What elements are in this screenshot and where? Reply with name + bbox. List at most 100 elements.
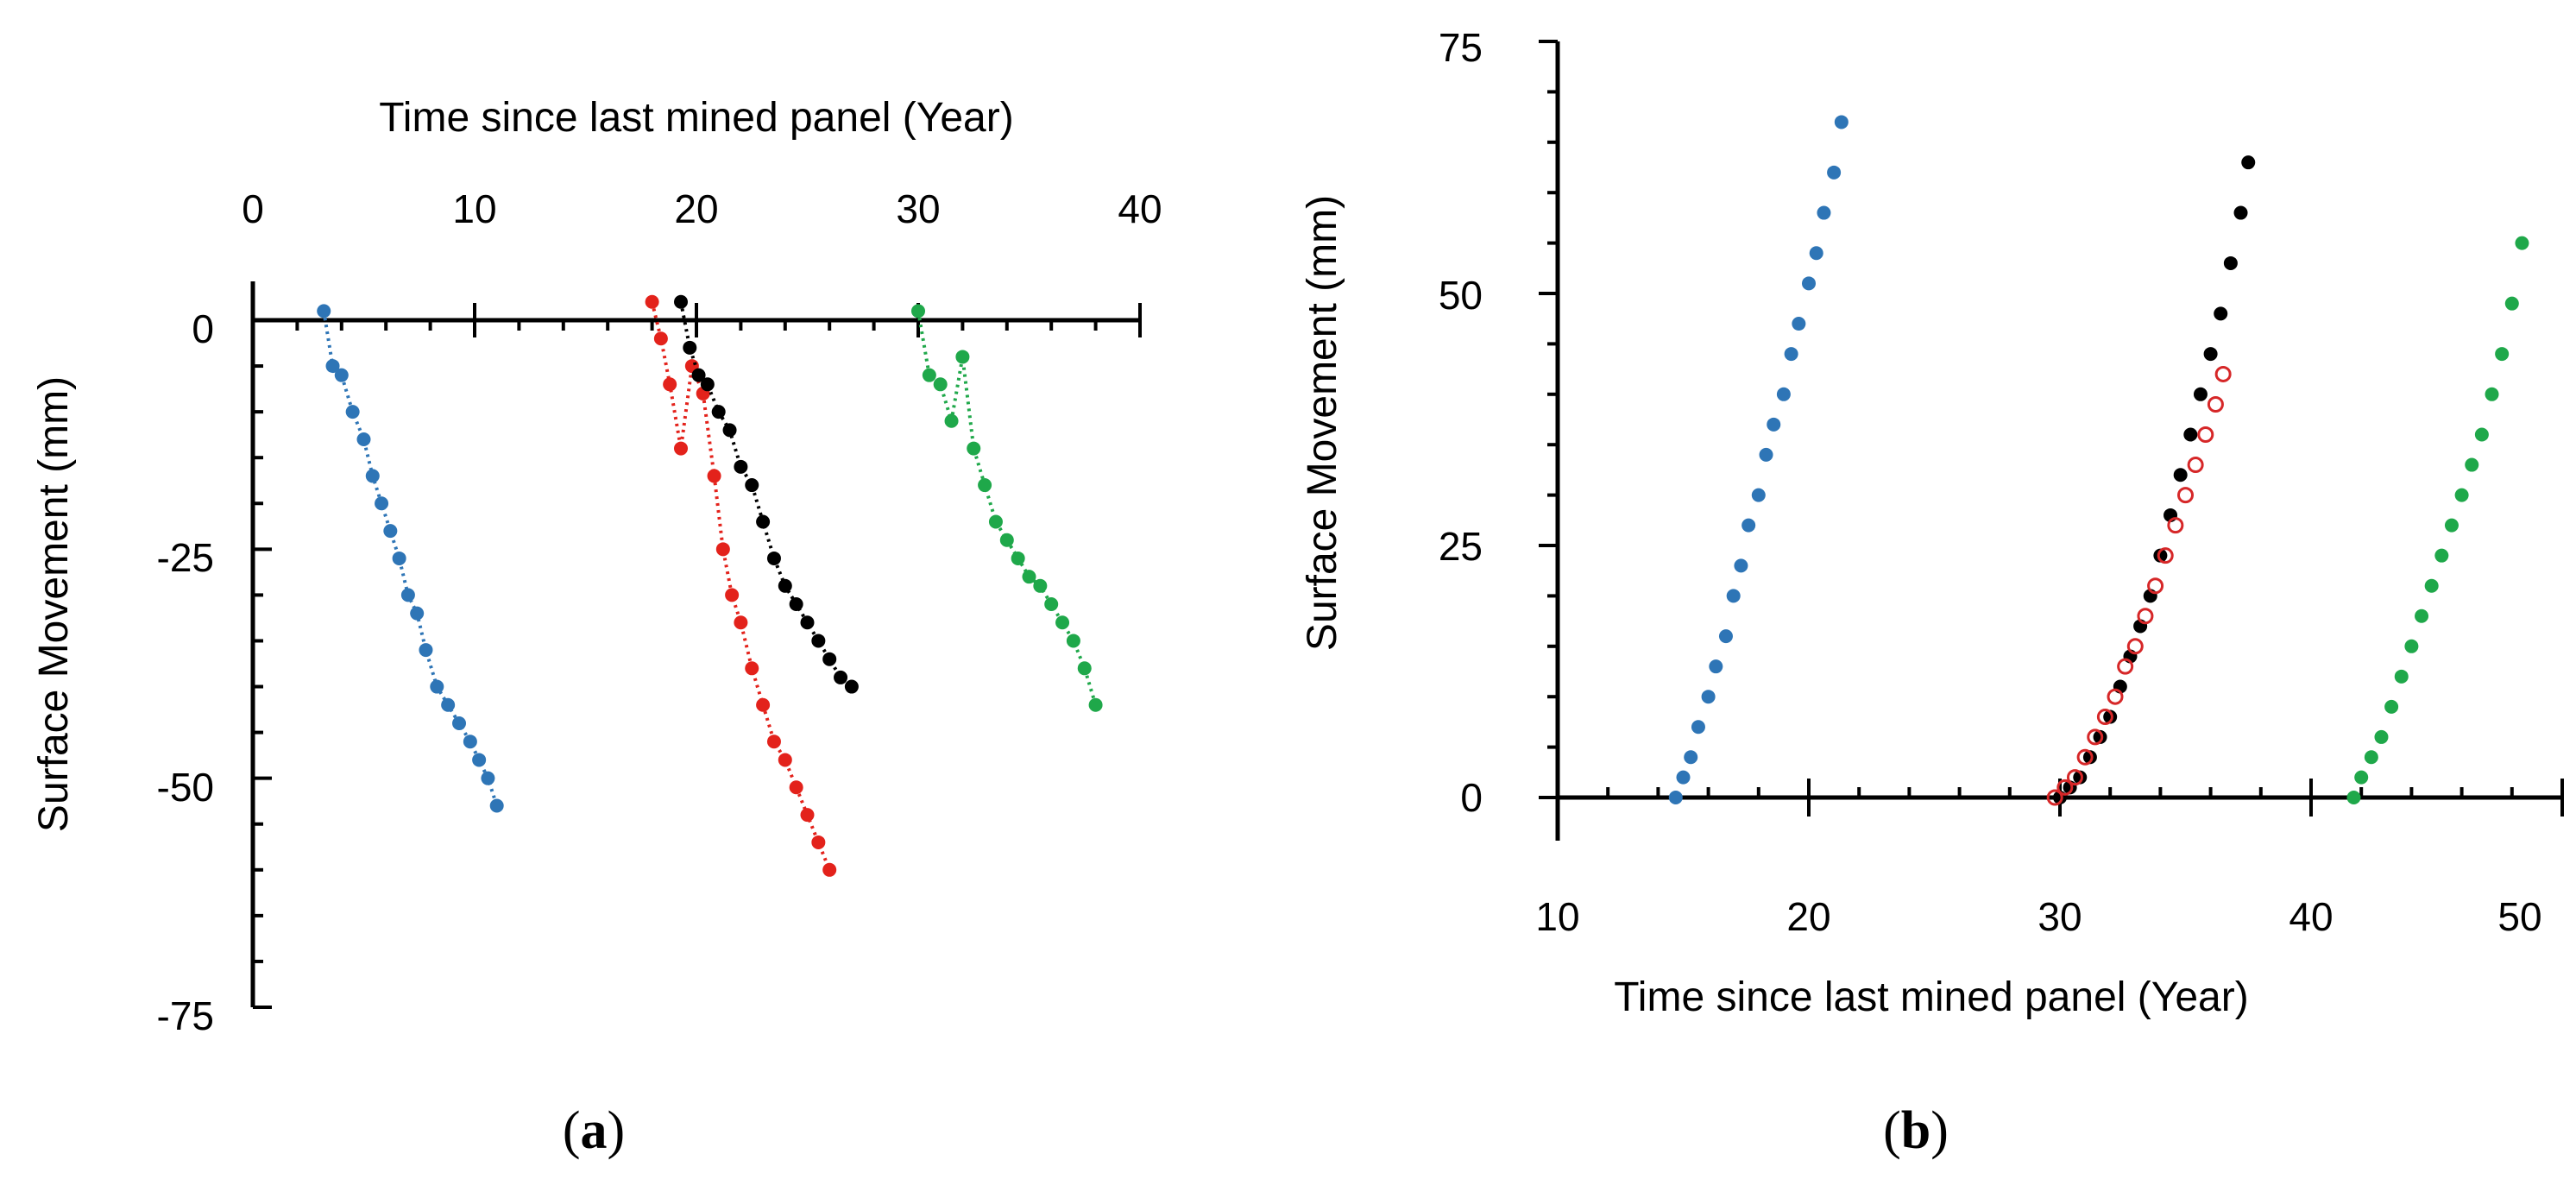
data-point-green [1011,551,1025,565]
y-tick-labels-a: 0 -25 -50 -75 [157,306,214,1038]
data-point-green [2504,296,2519,311]
data-point-green [1044,597,1059,612]
data-point-black [2233,205,2248,220]
data-point-red [2137,608,2154,625]
data-point-red [2157,547,2174,564]
data-point-black [2093,729,2107,744]
x-tick-label: 50 [2497,894,2541,939]
x-tick-label: 30 [896,186,940,231]
y-tick-labels-b: 0 25 50 75 [1439,25,1483,820]
data-point-green [2374,729,2389,744]
x-tick-labels-a: 0 10 20 30 40 [242,186,1162,231]
y-tick-label: 75 [1439,25,1483,70]
data-point-red [2076,748,2094,766]
x-axis-title-a: Time since last mined panel (Year) [379,95,1013,141]
x-tick-label: 0 [242,186,264,231]
data-point-blue [1827,165,1842,180]
y-axis-title-b: Surface Movement (mm) [1300,195,1345,651]
data-point-blue [1701,690,1716,704]
data-point-red [2177,487,2194,504]
data-point-red [2197,426,2214,444]
data-point-black [2183,427,2198,442]
y-axis-title-a: Surface Movement (mm) [31,376,77,832]
data-point-black [722,423,737,438]
data-point-blue [383,524,398,539]
data-point-blue [375,496,389,511]
panel-label-open: ( [1883,1101,1901,1160]
data-point-blue [410,606,425,621]
data-point-blue [463,735,477,749]
axes-a [250,281,1142,1009]
data-point-green [2465,457,2479,472]
y-tick-label: 0 [192,306,214,351]
data-point-blue [452,716,467,730]
data-point-blue [365,469,380,483]
panel-label-a: (a) [563,1101,625,1160]
data-point-black [745,478,759,493]
data-point-green [1088,697,1103,712]
data-point-red [789,780,803,795]
x-tick-label: 40 [2289,894,2333,939]
data-point-green [2394,669,2409,684]
data-point-blue [481,771,495,785]
data-point-black [778,578,792,593]
data-point-blue [1759,447,1773,462]
data-point-red [2214,365,2232,382]
data-point-red [2056,779,2074,796]
data-point-black [2203,347,2218,362]
data-point-blue [1809,246,1823,261]
data-point-black [789,597,803,612]
data-point-red [2117,658,2134,675]
panel-label-open: ( [563,1101,581,1160]
data-point-black [811,634,826,648]
data-point-red [2207,395,2224,413]
data-point-black [844,679,859,694]
data-point-blue [400,588,415,602]
data-point-green [2434,548,2449,563]
data-point-green [2454,488,2469,502]
x-tick-label: 40 [1118,186,1162,231]
data-point-green [988,514,1003,529]
panel-b: Time since last mined panel (Year) Surfa… [1300,25,2564,1160]
data-point-red [778,753,792,767]
data-point-blue [1734,558,1748,573]
data-point-green [933,377,948,392]
data-point-blue [1817,205,1831,220]
y-tick-label: -50 [157,765,214,810]
data-point-black [834,670,848,684]
data-point-blue [1718,629,1733,644]
data-point-red [645,294,659,309]
data-point-blue [1709,659,1723,674]
data-point-green [922,368,936,382]
data-point-black [800,615,815,630]
panel-label-close: ) [1930,1101,1949,1160]
data-point-blue [1784,347,1798,362]
x-tick-label: 20 [674,186,718,231]
data-point-blue [325,359,340,374]
x-axis-title-b: Time since last mined panel (Year) [1614,974,2248,1020]
x-tick-label: 30 [2037,894,2082,939]
data-point-blue [489,798,504,813]
data-point-blue [392,551,406,565]
data-point-green [1055,615,1070,630]
panel-a: Time since last mined panel (Year) Surfa… [31,95,1162,1160]
data-point-red [2087,728,2104,746]
data-point-red [2147,577,2164,595]
data-point-blue [317,304,331,318]
data-marks-a [317,294,1103,877]
x-tick-label: 20 [1786,894,1830,939]
data-point-red [715,542,730,557]
data-point-blue [430,679,444,694]
data-point-green [1077,661,1092,676]
y-tick-label: -25 [157,535,214,580]
data-point-black [2241,155,2256,170]
data-point-red [745,661,759,676]
data-point-blue [1726,589,1741,603]
data-point-black [2153,548,2168,563]
data-point-green [1022,570,1036,584]
panel-label-b: (b) [1883,1101,1949,1160]
y-tick-label: -75 [157,993,214,1038]
data-point-blue [356,432,371,446]
axes-b [1539,40,2564,841]
data-point-black [2223,255,2238,270]
